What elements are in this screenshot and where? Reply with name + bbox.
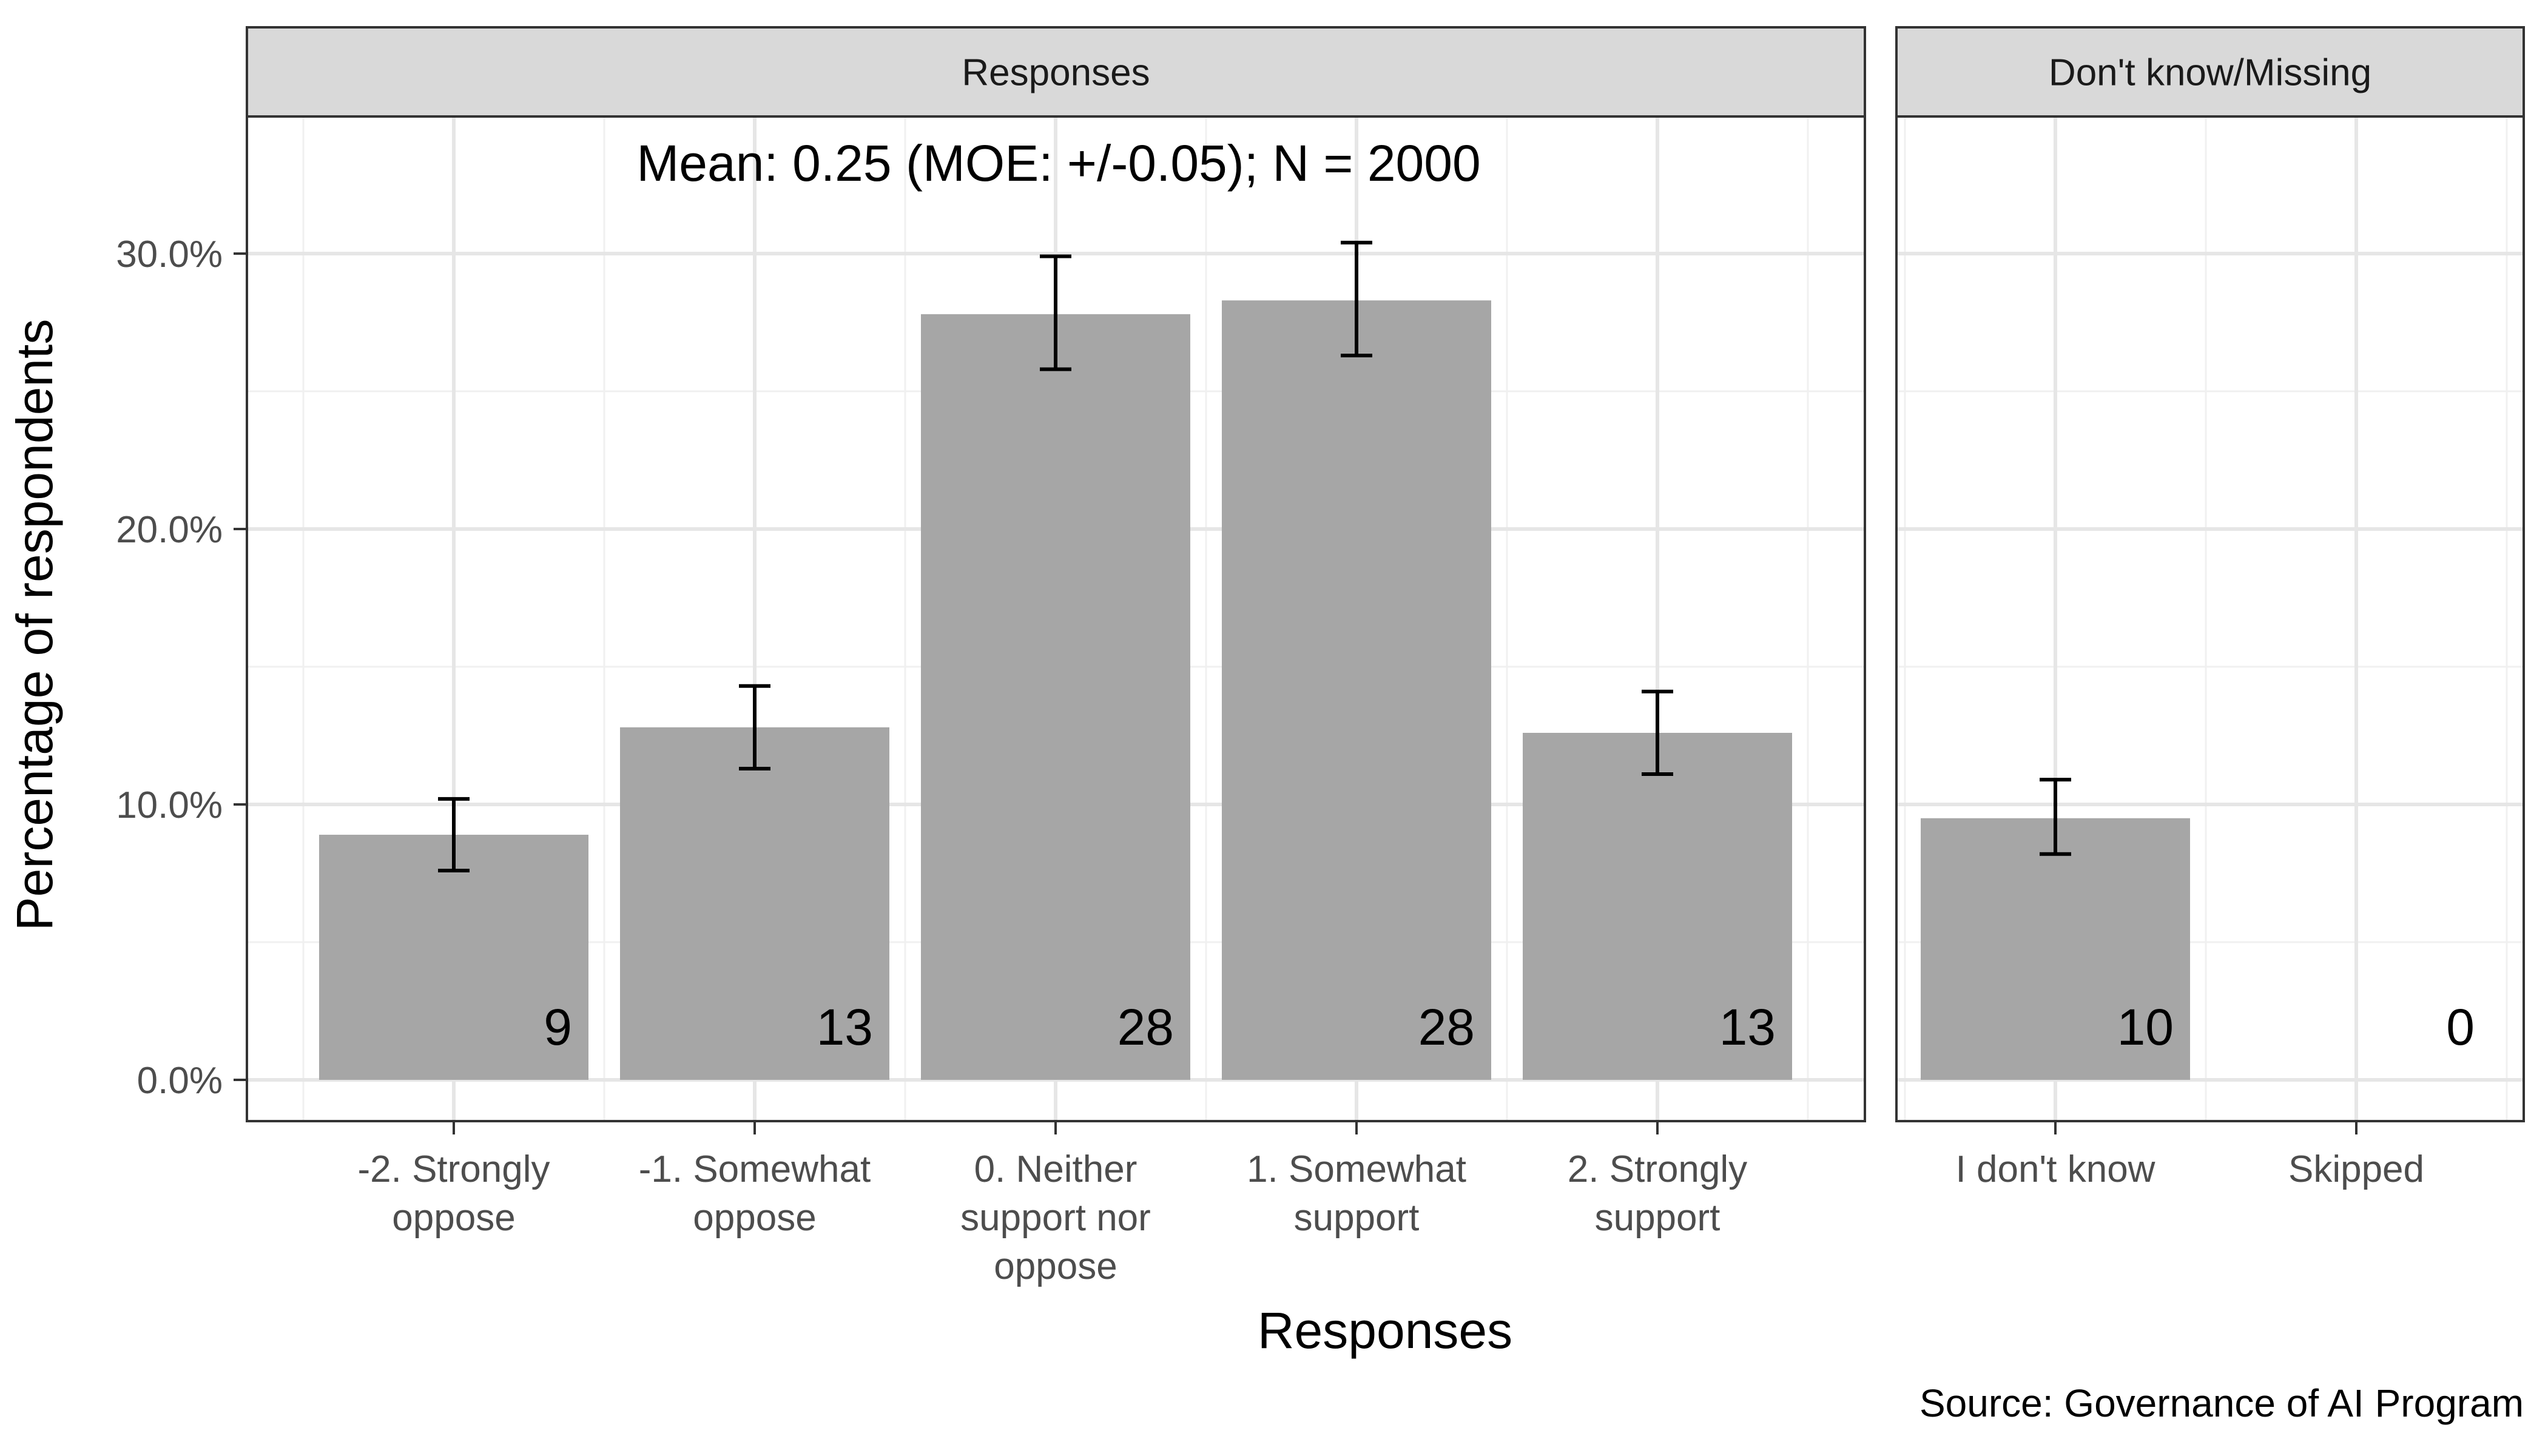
- x-tick-label-line: 1. Somewhat: [1247, 1148, 1466, 1190]
- x-tick-label: -1. Somewhat oppose: [639, 1148, 871, 1239]
- x-tick-label: 1. Somewhat support: [1247, 1148, 1466, 1239]
- x-tick-label-line: -2. Strongly: [357, 1148, 550, 1190]
- bar: [620, 727, 889, 1080]
- y-tick-label: 0.0%: [137, 1060, 223, 1102]
- bar: [1921, 818, 2190, 1080]
- bar-value-label: 9: [544, 999, 572, 1056]
- x-tick-label-line: oppose: [392, 1197, 515, 1239]
- source-caption: Source: Governance of AI Program: [1919, 1381, 2524, 1425]
- y-axis-title: Percentage of respondents: [6, 319, 63, 931]
- x-tick-label: 2. Strongly support: [1568, 1148, 1747, 1239]
- panels-layer: 9 13 28 28 13 Mean: 0.25 (MOE: +/-0.05); N = …: [116, 26, 2525, 1287]
- x-tick-label-line: support: [1294, 1197, 1420, 1239]
- x-tick-label: 0. Neither support nor oppose: [960, 1148, 1151, 1287]
- x-tick-label-line: oppose: [693, 1197, 816, 1239]
- bar: [1222, 300, 1491, 1080]
- error-bar: [1341, 240, 1372, 357]
- bar: [921, 314, 1190, 1080]
- error-bar: [1040, 254, 1071, 371]
- annotation-mean: Mean: 0.25 (MOE: +/-0.05); N = 2000: [636, 135, 1480, 192]
- bar-value-label: 10: [2117, 999, 2174, 1056]
- x-tick-label-line: Skipped: [2288, 1148, 2424, 1190]
- bar-value-label: 28: [1418, 999, 1475, 1056]
- bar: [319, 834, 588, 1080]
- x-tick-label-line: oppose: [994, 1245, 1117, 1287]
- x-tick-label-line: 2. Strongly: [1568, 1148, 1747, 1190]
- x-tick-label-line: 0. Neither: [974, 1148, 1138, 1190]
- strip-label: Responses: [962, 52, 1150, 94]
- y-tick-label: 10.0%: [116, 784, 223, 826]
- error-bar: [1642, 689, 1673, 777]
- bar-value-label: 13: [817, 999, 873, 1056]
- y-tick-label: 30.0%: [116, 234, 223, 275]
- bar-value-label: 28: [1117, 999, 1174, 1056]
- strip-background: [246, 26, 1866, 118]
- y-tick-label: 20.0%: [116, 509, 223, 551]
- x-tick-label: I don't know: [1956, 1148, 2155, 1190]
- x-tick-label-line: I don't know: [1956, 1148, 2155, 1190]
- error-bar: [2040, 778, 2071, 856]
- bar: [1523, 732, 1792, 1080]
- strip-label: Don't know/Missing: [2049, 52, 2371, 94]
- error-bar: [739, 684, 770, 770]
- x-tick-label: Skipped: [2288, 1148, 2424, 1190]
- bar-value-label: 13: [1719, 999, 1776, 1056]
- strip-background: [1895, 26, 2525, 118]
- x-tick-label-line: -1. Somewhat: [639, 1148, 871, 1190]
- x-tick-label-line: support nor: [960, 1197, 1151, 1239]
- x-tick-label: -2. Strongly oppose: [357, 1148, 550, 1239]
- x-axis-title: Responses: [1258, 1302, 1512, 1359]
- error-bar: [438, 797, 470, 872]
- bar-value-label: 0: [2446, 999, 2475, 1056]
- x-tick-label-line: support: [1595, 1197, 1721, 1239]
